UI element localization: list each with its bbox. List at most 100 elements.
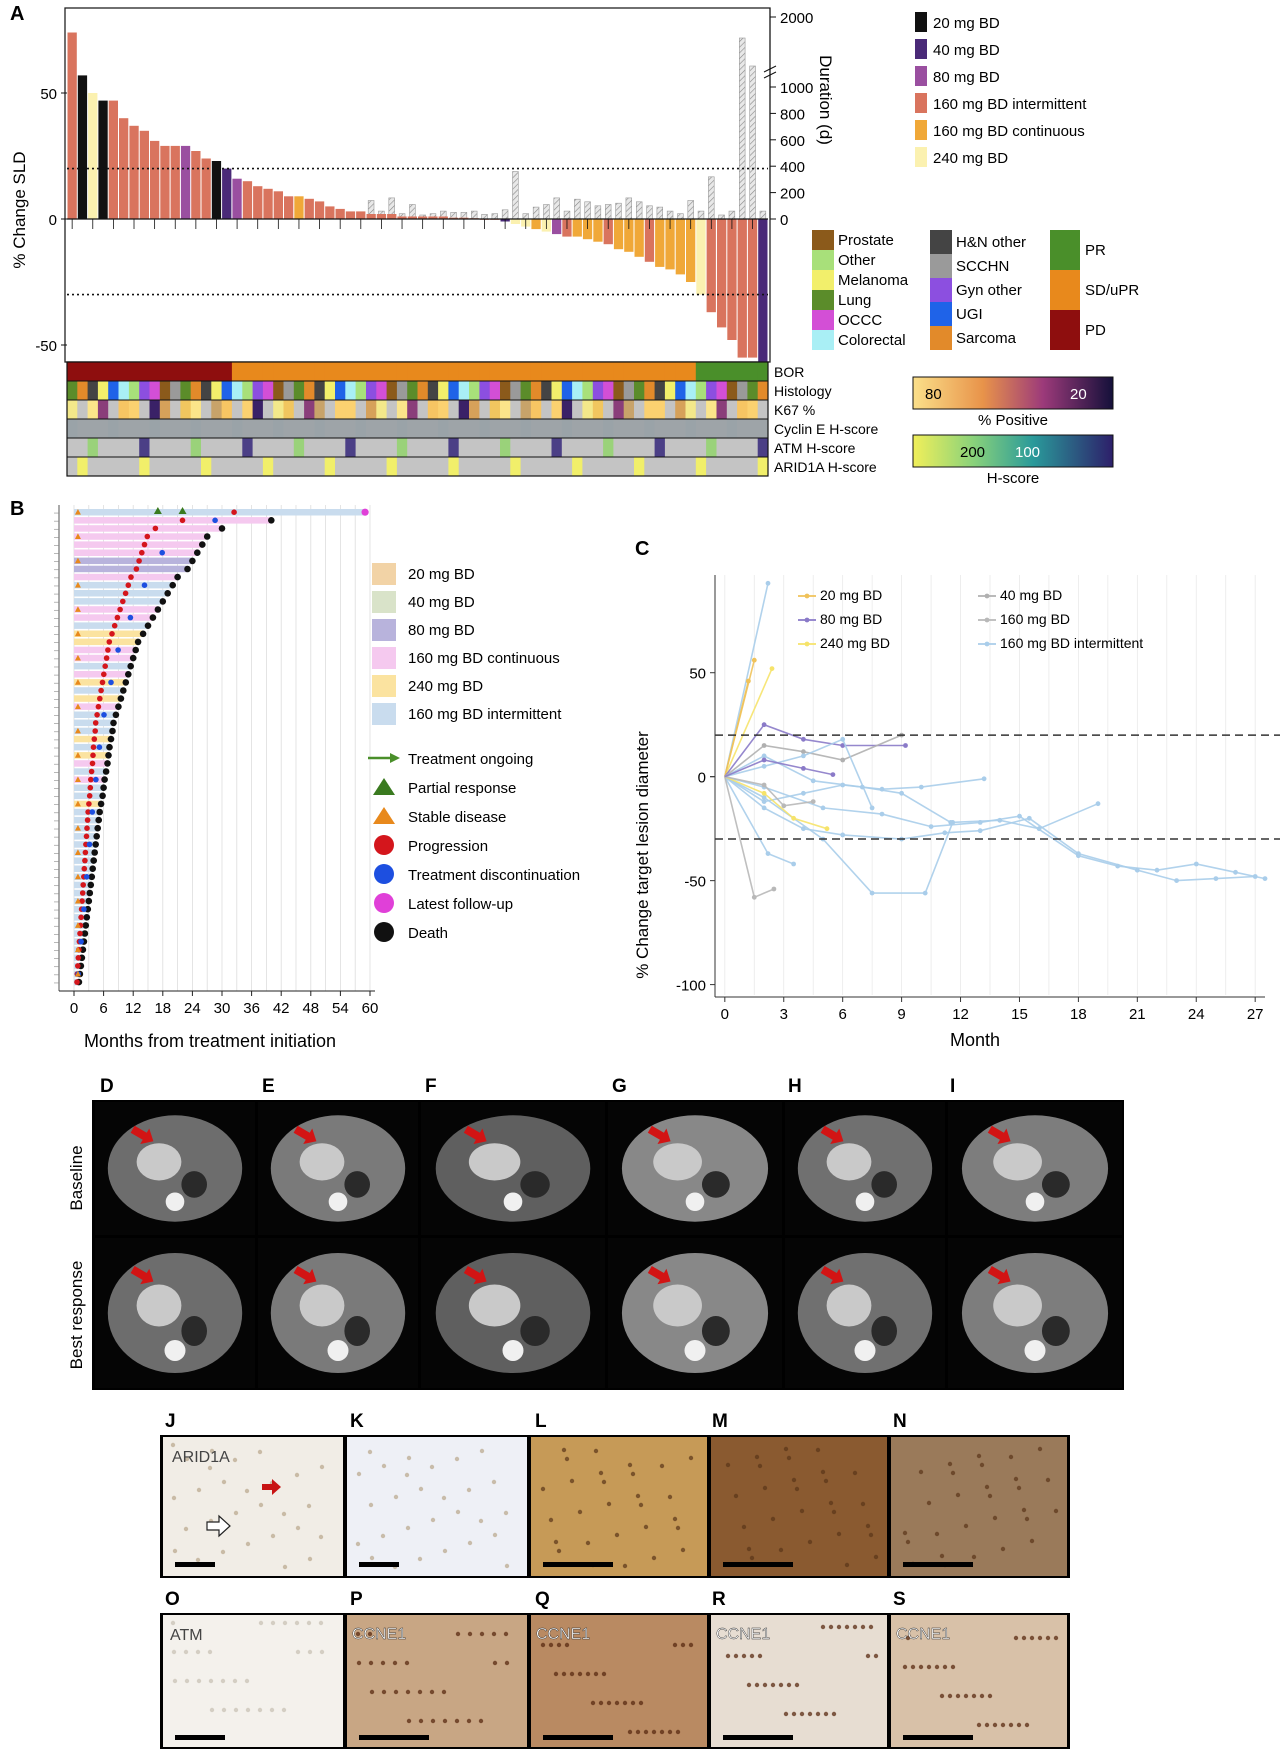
swimmer-dose-label: 160 mg BD continuous (408, 650, 560, 667)
sld-bar (294, 196, 304, 219)
ihc-nucleus (294, 1472, 300, 1478)
k67-cell (530, 400, 542, 419)
cyclin-e-cell (335, 419, 346, 438)
histology-legend-label: Gyn other (956, 282, 1022, 299)
histology-legend-swatch (812, 230, 834, 250)
ihc-nucleus (478, 1718, 484, 1724)
histology-cell (623, 381, 635, 400)
bor-cell (221, 362, 233, 381)
progression-marker (87, 784, 94, 791)
progression-marker (91, 736, 98, 742)
histology-cell (716, 381, 728, 400)
circle-icon (374, 922, 394, 942)
ihc-nucleus (281, 1707, 287, 1713)
bor-cell (128, 362, 140, 381)
cyclin-e-cell (293, 419, 305, 438)
bor-cell (170, 362, 181, 381)
sld-bar (655, 219, 665, 267)
sld-bar (314, 201, 325, 219)
discontinuation-marker (212, 517, 218, 524)
dose-legend-label: 240 mg BD (933, 150, 1008, 167)
cyclin-e-cell (500, 419, 511, 438)
atm-cell (407, 438, 418, 457)
ihc-nucleus (942, 1664, 948, 1670)
progression-marker (139, 549, 145, 556)
death-marker (129, 654, 137, 662)
bor-cell (726, 362, 738, 381)
dose-legend-swatch (915, 66, 927, 86)
spider-point (879, 811, 885, 817)
atm-cell (644, 438, 655, 457)
ihc-nucleus (791, 1711, 797, 1717)
death-marker (95, 816, 102, 824)
ihc-nucleus (503, 1631, 509, 1637)
ihc-nucleus (606, 1700, 612, 1706)
ihc-nucleus (873, 1653, 879, 1659)
ihc-nucleus (905, 1635, 911, 1641)
ihc-nucleus (1008, 1454, 1014, 1460)
histology-cell (108, 381, 119, 400)
spider-legend-marker (804, 641, 810, 647)
cyclin-e-cell (396, 419, 408, 438)
ihc-nucleus (367, 1449, 373, 1455)
triangle-icon (373, 778, 395, 795)
progression-marker (231, 509, 237, 515)
histology-legend-swatch (930, 302, 952, 326)
arid1a-cell (67, 457, 78, 476)
swim-lane (74, 533, 208, 540)
cyclin-e-cell (438, 419, 449, 438)
arid1a-cell (283, 457, 295, 476)
stable-disease-marker (74, 509, 81, 515)
spider-point (950, 820, 956, 825)
discontinuation-marker (81, 906, 87, 912)
swimmer-event-label: Latest follow-up (408, 896, 513, 913)
ihc-nucleus (479, 1448, 485, 1454)
ct-organ (468, 1143, 521, 1181)
bor-cell (190, 362, 202, 381)
k67-cell (757, 400, 769, 419)
cyclin-e-cell (582, 419, 594, 438)
atm-cell (500, 438, 511, 457)
ihc-nucleus (971, 1693, 977, 1699)
spider-point (801, 753, 806, 759)
death-marker (86, 889, 94, 897)
ihc-nucleus (233, 1510, 239, 1516)
lesion-arrow-icon (130, 1125, 154, 1145)
ihc-nucleus (979, 1693, 985, 1699)
ihc-label-atm: ATM (170, 1627, 203, 1644)
k67-cell (664, 400, 676, 419)
ihc-nucleus (873, 1554, 879, 1560)
k67-cell (603, 400, 614, 419)
duration-bar (635, 201, 643, 220)
atm-cell (695, 438, 707, 457)
swim-lane (74, 606, 158, 613)
k67-cell (726, 400, 738, 419)
lesion-arrow-icon (293, 1266, 317, 1285)
bor-cell (706, 362, 717, 381)
ihc-nucleus (614, 1532, 620, 1538)
death-marker (85, 897, 93, 905)
spider-point (751, 657, 757, 663)
spider-legend-marker (984, 641, 990, 647)
progression-marker (105, 647, 111, 653)
bor-cell (283, 362, 295, 381)
atm-cell (613, 438, 625, 457)
spider-point (791, 815, 796, 821)
ihc-nucleus (556, 1548, 562, 1554)
bor-cell (366, 362, 377, 381)
ihc-nucleus (667, 1729, 673, 1735)
histology-cell (262, 381, 274, 400)
bor-cell (613, 362, 625, 381)
ihc-nucleus (561, 1447, 567, 1453)
atm-cell (67, 438, 78, 457)
ihc-nucleus (257, 1707, 263, 1713)
progression-marker (84, 817, 91, 823)
ihc-nucleus (355, 1631, 361, 1637)
cyclin-e-cell (87, 419, 99, 438)
h-scale-tick: 100 (1015, 444, 1040, 461)
ihc-nucleus (749, 1653, 755, 1659)
duration-axis-label: Duration (d) (816, 55, 835, 145)
lesion-arrow-icon (130, 1266, 154, 1285)
spider-point (1252, 874, 1258, 879)
histology-cell (118, 381, 130, 400)
